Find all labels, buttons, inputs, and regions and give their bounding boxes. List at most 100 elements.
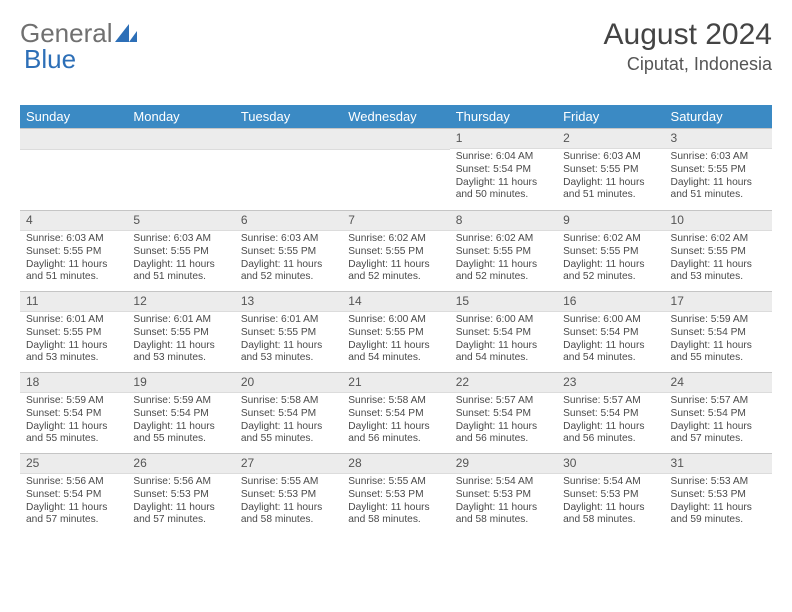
title-block: August 2024 Ciputat, Indonesia [604, 18, 772, 75]
calendar-cell: 23Sunrise: 5:57 AMSunset: 5:54 PMDayligh… [557, 373, 664, 454]
calendar-cell: 15Sunrise: 6:00 AMSunset: 5:54 PMDayligh… [450, 292, 557, 373]
day-body: Sunrise: 6:01 AMSunset: 5:55 PMDaylight:… [235, 312, 342, 372]
sunset-line: Sunset: 5:53 PM [348, 489, 443, 502]
daylight-line: Daylight: 11 hours and 53 minutes. [133, 340, 228, 366]
calendar-cell: 26Sunrise: 5:56 AMSunset: 5:53 PMDayligh… [127, 454, 234, 535]
sunrise-line: Sunrise: 5:58 AM [241, 395, 336, 408]
daylight-line: Daylight: 11 hours and 57 minutes. [26, 502, 121, 528]
day-body: Sunrise: 5:56 AMSunset: 5:53 PMDaylight:… [127, 474, 234, 534]
calendar-table: Sunday Monday Tuesday Wednesday Thursday… [20, 105, 772, 534]
day-number: 27 [235, 454, 342, 474]
sunset-line: Sunset: 5:55 PM [348, 246, 443, 259]
daylight-line: Daylight: 11 hours and 52 minutes. [456, 259, 551, 285]
day-body: Sunrise: 5:59 AMSunset: 5:54 PMDaylight:… [20, 393, 127, 453]
day-number: 3 [665, 129, 772, 149]
sunrise-line: Sunrise: 5:59 AM [26, 395, 121, 408]
sunset-line: Sunset: 5:55 PM [563, 164, 658, 177]
sunset-line: Sunset: 5:54 PM [26, 408, 121, 421]
daylight-line: Daylight: 11 hours and 51 minutes. [133, 259, 228, 285]
page-header: General August 2024 Ciputat, Indonesia [20, 18, 772, 75]
day-number: 8 [450, 211, 557, 231]
daylight-line: Daylight: 11 hours and 56 minutes. [563, 421, 658, 447]
daylight-line: Daylight: 11 hours and 53 minutes. [241, 340, 336, 366]
calendar-week: 1Sunrise: 6:04 AMSunset: 5:54 PMDaylight… [20, 129, 772, 211]
col-saturday: Saturday [665, 105, 772, 129]
sunset-line: Sunset: 5:55 PM [26, 246, 121, 259]
sunset-line: Sunset: 5:54 PM [563, 327, 658, 340]
daylight-line: Daylight: 11 hours and 57 minutes. [133, 502, 228, 528]
sunrise-line: Sunrise: 5:56 AM [26, 476, 121, 489]
calendar-cell: 1Sunrise: 6:04 AMSunset: 5:54 PMDaylight… [450, 129, 557, 211]
sunrise-line: Sunrise: 6:02 AM [348, 233, 443, 246]
sunrise-line: Sunrise: 5:54 AM [456, 476, 551, 489]
day-body: Sunrise: 5:55 AMSunset: 5:53 PMDaylight:… [235, 474, 342, 534]
logo-icon [115, 24, 137, 42]
logo-text-2: Blue [24, 44, 76, 75]
daylight-line: Daylight: 11 hours and 54 minutes. [456, 340, 551, 366]
calendar-cell: 28Sunrise: 5:55 AMSunset: 5:53 PMDayligh… [342, 454, 449, 535]
calendar-cell: 18Sunrise: 5:59 AMSunset: 5:54 PMDayligh… [20, 373, 127, 454]
sunset-line: Sunset: 5:53 PM [671, 489, 766, 502]
day-body: Sunrise: 6:04 AMSunset: 5:54 PMDaylight:… [450, 149, 557, 209]
day-body: Sunrise: 6:03 AMSunset: 5:55 PMDaylight:… [127, 231, 234, 291]
day-number: 2 [557, 129, 664, 149]
col-wednesday: Wednesday [342, 105, 449, 129]
daylight-line: Daylight: 11 hours and 55 minutes. [241, 421, 336, 447]
sunrise-line: Sunrise: 5:56 AM [133, 476, 228, 489]
day-number: 25 [20, 454, 127, 474]
calendar-cell [235, 129, 342, 211]
day-body: Sunrise: 5:57 AMSunset: 5:54 PMDaylight:… [557, 393, 664, 453]
calendar-cell: 25Sunrise: 5:56 AMSunset: 5:54 PMDayligh… [20, 454, 127, 535]
sunset-line: Sunset: 5:53 PM [456, 489, 551, 502]
calendar-cell: 8Sunrise: 6:02 AMSunset: 5:55 PMDaylight… [450, 211, 557, 292]
calendar-cell: 24Sunrise: 5:57 AMSunset: 5:54 PMDayligh… [665, 373, 772, 454]
day-number: 15 [450, 292, 557, 312]
calendar-cell: 17Sunrise: 5:59 AMSunset: 5:54 PMDayligh… [665, 292, 772, 373]
calendar-cell: 21Sunrise: 5:58 AMSunset: 5:54 PMDayligh… [342, 373, 449, 454]
daylight-line: Daylight: 11 hours and 55 minutes. [671, 340, 766, 366]
calendar-cell [20, 129, 127, 211]
day-body: Sunrise: 6:02 AMSunset: 5:55 PMDaylight:… [450, 231, 557, 291]
day-body: Sunrise: 5:55 AMSunset: 5:53 PMDaylight:… [342, 474, 449, 534]
sunrise-line: Sunrise: 6:03 AM [671, 151, 766, 164]
daylight-line: Daylight: 11 hours and 56 minutes. [456, 421, 551, 447]
daylight-line: Daylight: 11 hours and 52 minutes. [563, 259, 658, 285]
sunrise-line: Sunrise: 5:53 AM [671, 476, 766, 489]
day-number: 13 [235, 292, 342, 312]
sunrise-line: Sunrise: 6:04 AM [456, 151, 551, 164]
day-number: 29 [450, 454, 557, 474]
calendar-cell: 30Sunrise: 5:54 AMSunset: 5:53 PMDayligh… [557, 454, 664, 535]
calendar-week: 4Sunrise: 6:03 AMSunset: 5:55 PMDaylight… [20, 211, 772, 292]
day-body: Sunrise: 5:57 AMSunset: 5:54 PMDaylight:… [450, 393, 557, 453]
sunrise-line: Sunrise: 6:03 AM [133, 233, 228, 246]
sunrise-line: Sunrise: 6:03 AM [563, 151, 658, 164]
day-body: Sunrise: 6:00 AMSunset: 5:54 PMDaylight:… [557, 312, 664, 372]
daylight-line: Daylight: 11 hours and 52 minutes. [241, 259, 336, 285]
sunset-line: Sunset: 5:54 PM [133, 408, 228, 421]
daylight-line: Daylight: 11 hours and 51 minutes. [26, 259, 121, 285]
day-number: 12 [127, 292, 234, 312]
day-number: 18 [20, 373, 127, 393]
sunrise-line: Sunrise: 5:55 AM [241, 476, 336, 489]
sunrise-line: Sunrise: 5:54 AM [563, 476, 658, 489]
day-number: 16 [557, 292, 664, 312]
calendar-cell: 12Sunrise: 6:01 AMSunset: 5:55 PMDayligh… [127, 292, 234, 373]
calendar-cell: 31Sunrise: 5:53 AMSunset: 5:53 PMDayligh… [665, 454, 772, 535]
day-number: 14 [342, 292, 449, 312]
sunrise-line: Sunrise: 6:02 AM [563, 233, 658, 246]
calendar-cell: 20Sunrise: 5:58 AMSunset: 5:54 PMDayligh… [235, 373, 342, 454]
sunset-line: Sunset: 5:53 PM [133, 489, 228, 502]
daylight-line: Daylight: 11 hours and 51 minutes. [563, 177, 658, 203]
day-body: Sunrise: 6:00 AMSunset: 5:54 PMDaylight:… [450, 312, 557, 372]
daylight-line: Daylight: 11 hours and 58 minutes. [348, 502, 443, 528]
day-body: Sunrise: 6:01 AMSunset: 5:55 PMDaylight:… [127, 312, 234, 372]
calendar-cell: 4Sunrise: 6:03 AMSunset: 5:55 PMDaylight… [20, 211, 127, 292]
calendar-cell: 16Sunrise: 6:00 AMSunset: 5:54 PMDayligh… [557, 292, 664, 373]
sunrise-line: Sunrise: 6:03 AM [26, 233, 121, 246]
sunset-line: Sunset: 5:54 PM [348, 408, 443, 421]
day-number: 19 [127, 373, 234, 393]
sunrise-line: Sunrise: 6:01 AM [26, 314, 121, 327]
day-body: Sunrise: 6:03 AMSunset: 5:55 PMDaylight:… [20, 231, 127, 291]
calendar-cell: 29Sunrise: 5:54 AMSunset: 5:53 PMDayligh… [450, 454, 557, 535]
sunrise-line: Sunrise: 6:02 AM [671, 233, 766, 246]
